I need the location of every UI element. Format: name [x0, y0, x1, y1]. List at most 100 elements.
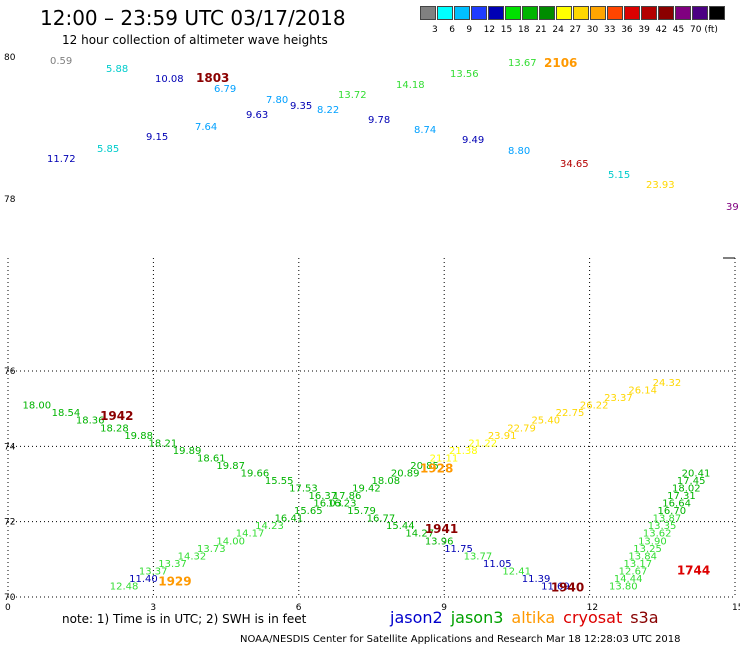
legend-label: 6	[449, 25, 455, 35]
obs-label: 13.77	[464, 551, 493, 562]
obs-label: 9.49	[462, 135, 484, 146]
obs-label: 9.35	[290, 101, 312, 112]
obs-label: 15.79	[347, 506, 376, 517]
legend-swatch	[437, 6, 453, 20]
obs-label: 20.41	[682, 468, 711, 479]
obs-label: 16.70	[657, 506, 686, 517]
x-tick-label: 6	[296, 603, 302, 613]
legend-swatch	[675, 6, 691, 20]
obs-label: 13.37	[158, 559, 187, 570]
y-tick-label: 78	[4, 195, 16, 205]
obs-label: 13.90	[638, 536, 667, 547]
obs-label: 19.87	[216, 461, 245, 472]
obs-label: 13.17	[624, 559, 653, 570]
pass-time-label: 1941	[425, 522, 458, 536]
legend-swatch	[590, 6, 606, 20]
obs-label: 8.22	[317, 105, 339, 116]
obs-label: 6.79	[214, 84, 236, 95]
obs-label: 5.88	[106, 64, 128, 75]
obs-label: 20.85	[410, 461, 439, 472]
obs-label: 13.35	[648, 521, 677, 532]
obs-label: 13.84	[628, 551, 657, 562]
legend-swatch	[471, 6, 487, 20]
legend-label: 15	[500, 25, 513, 35]
obs-label: 15.55	[265, 476, 294, 487]
obs-label: 9.78	[368, 115, 390, 126]
obs-label: 13.37	[139, 566, 168, 577]
satellite-legend: jason2 jason3 altika cryosat s3a	[390, 608, 667, 627]
legend-label: 30	[586, 25, 599, 35]
obs-label: 16.23	[328, 499, 357, 510]
obs-label: 22.79	[507, 423, 536, 434]
legend-swatch	[641, 6, 657, 20]
obs-label: 17.31	[667, 491, 696, 502]
obs-label: 7.80	[266, 95, 288, 106]
obs-label: 13.62	[643, 529, 672, 540]
obs-label: 13.25	[633, 544, 662, 555]
y-tick-label: 72	[4, 518, 15, 528]
x-tick-label: 0	[5, 603, 11, 613]
obs-label: 21.38	[449, 446, 478, 457]
legend-label: 9	[466, 25, 473, 35]
obs-label: 14.32	[178, 551, 207, 562]
obs-label: 13.80	[609, 581, 638, 592]
y-tick-label: 76	[4, 367, 16, 377]
obs-label: 16.77	[367, 514, 396, 525]
obs-label: 11.39	[522, 574, 551, 585]
obs-label: 18.61	[197, 453, 226, 464]
obs-label: 21.11	[430, 453, 459, 464]
obs-label: 25.40	[531, 416, 560, 427]
obs-label: 12.67	[619, 566, 648, 577]
pass-time-label: 1942	[100, 409, 133, 423]
satellite-cryosat: cryosat	[563, 608, 623, 627]
obs-label: 13.72	[338, 90, 367, 101]
legend-swatch	[658, 6, 674, 20]
obs-label: 18.54	[52, 408, 81, 419]
legend-swatch	[709, 6, 725, 20]
obs-label: 14.00	[216, 536, 245, 547]
obs-label: 11.72	[47, 154, 76, 165]
footer-note: note: 1) Time is in UTC; 2) SWH is in fe…	[62, 612, 307, 626]
obs-label: 5.15	[608, 170, 630, 181]
chart-subtitle: 12 hour collection of altimeter wave hei…	[62, 33, 328, 47]
obs-label: 14.18	[396, 80, 425, 91]
obs-label: 19.89	[173, 446, 202, 457]
legend-swatch	[692, 6, 708, 20]
obs-label: 18.28	[100, 423, 129, 434]
obs-label: 11.69	[541, 581, 570, 592]
legend-swatch	[420, 6, 436, 20]
obs-label: 16.37	[308, 491, 337, 502]
obs-label: 18.36	[76, 416, 105, 427]
obs-label: 14.44	[614, 574, 643, 585]
legend-label: 33	[604, 25, 616, 35]
satellite-jason3: jason3	[450, 608, 504, 627]
legend-label: 21	[535, 25, 547, 35]
obs-label: 2106	[544, 56, 577, 70]
legend-labels: 3 6 9 12 15 18 21 24 27 30 33 36 39 42 45 70 (ft)	[420, 25, 740, 37]
obs-label: 17.53	[289, 484, 318, 495]
obs-label: 23.37	[604, 393, 633, 404]
obs-label: 12.48	[110, 581, 139, 592]
x-tick-label: 12	[587, 603, 598, 613]
legend-swatch	[522, 6, 538, 20]
obs-label: 8.74	[414, 125, 436, 136]
legend-label: 70 (ft)	[690, 25, 718, 35]
legend-swatch	[454, 6, 470, 20]
legend-label: 42	[655, 25, 668, 35]
obs-label: 9.63	[246, 110, 268, 121]
obs-label: 15.65	[294, 506, 323, 517]
obs-label: 7.64	[195, 122, 217, 133]
pass-time-label: 1744	[677, 563, 710, 577]
obs-label: 5.85	[97, 144, 119, 155]
legend-swatch	[573, 6, 589, 20]
x-tick-label: 3	[150, 603, 156, 613]
obs-label: 22.75	[556, 408, 585, 419]
legend-swatch	[539, 6, 555, 20]
obs-label: 14.17	[236, 529, 265, 540]
legend-label: 18	[518, 25, 530, 35]
legend-label: 24	[552, 25, 564, 35]
obs-label: 17.45	[677, 476, 706, 487]
legend-swatch	[488, 6, 504, 20]
legend-swatch	[624, 6, 640, 20]
x-tick-label: 9	[441, 603, 447, 613]
